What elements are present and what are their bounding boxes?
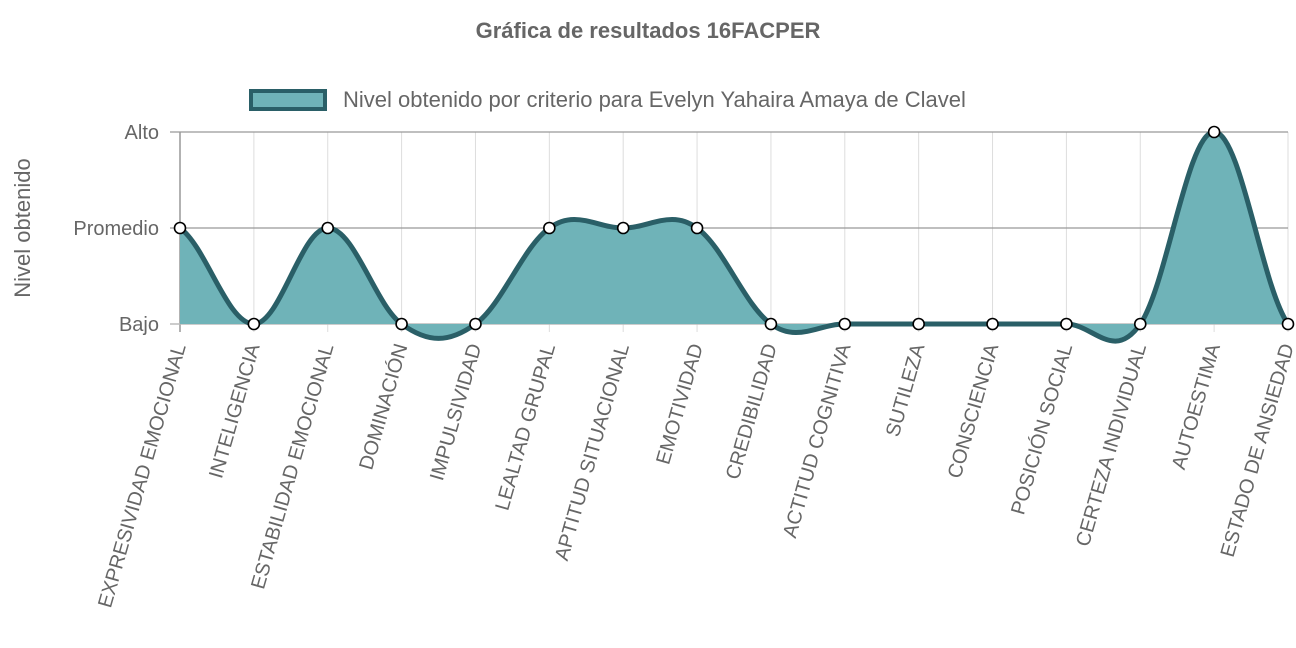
grid xyxy=(170,131,1289,332)
x-tick-label: CONSCIENCIA xyxy=(944,341,1004,481)
data-point[interactable] xyxy=(1281,317,1295,331)
data-point[interactable] xyxy=(1060,317,1073,331)
x-tick-label: LEALTAD GRUPAL xyxy=(492,341,561,513)
y-axis-label: Nivel obtenido xyxy=(10,158,35,297)
x-tick-label: EMOTIVIDAD xyxy=(652,341,707,467)
x-tick-label: APTITUD SITUACIONAL xyxy=(551,341,634,563)
series-line xyxy=(178,129,1291,344)
data-point[interactable] xyxy=(690,221,704,235)
data-point[interactable] xyxy=(616,221,630,235)
x-tick-label: EXPRESIVIDAD EMOCIONAL xyxy=(94,341,191,610)
data-points xyxy=(173,125,1295,331)
data-point[interactable] xyxy=(912,317,925,331)
data-point[interactable] xyxy=(321,221,335,235)
data-point[interactable] xyxy=(1133,317,1147,331)
x-tick-label: CREDIBILIDAD xyxy=(722,341,782,482)
data-point[interactable] xyxy=(543,221,556,235)
data-point[interactable] xyxy=(395,317,408,331)
x-tick-label: INTELIGENCIA xyxy=(205,341,265,481)
y-tick-label: Bajo xyxy=(119,314,159,336)
y-tick-label: Alto xyxy=(125,122,159,144)
data-point[interactable] xyxy=(838,317,852,331)
x-tick-label: SUTILEZA xyxy=(882,341,930,440)
x-tick-label: ESTADO DE ANSIEDAD xyxy=(1217,341,1296,559)
x-tick-label: DOMINACIÓN xyxy=(354,341,412,472)
data-point[interactable] xyxy=(1207,125,1221,139)
y-tick-labels: Bajo Promedio Alto xyxy=(73,122,159,336)
chart-title: Gráfica de resultados 16FACPER xyxy=(475,18,821,43)
x-tick-label: ESTABILIDAD EMOCIONAL xyxy=(247,341,338,591)
x-tick-label: AUTOESTIMA xyxy=(1168,341,1225,472)
legend-swatch xyxy=(249,89,327,111)
legend[interactable]: Nivel obtenido por criterio para Evelyn … xyxy=(249,85,966,115)
y-tick-label: Promedio xyxy=(73,218,159,240)
data-point[interactable] xyxy=(173,221,187,235)
x-tick-labels: EXPRESIVIDAD EMOCIONAL INTELIGENCIAESTABI… xyxy=(94,341,1296,611)
x-tick-label: IMPULSIVIDAD xyxy=(426,341,486,483)
legend-label: Nivel obtenido por criterio para Evelyn … xyxy=(343,87,966,112)
data-point[interactable] xyxy=(247,317,261,331)
x-tick-label: ACTITUD COGNITIVA xyxy=(779,341,856,541)
x-tick-label: CERTEZA INDIVIDUAL xyxy=(1072,341,1151,549)
x-tick-label: POSICIÓN SOCIAL xyxy=(1006,341,1077,517)
data-point[interactable] xyxy=(764,317,778,331)
series-area-fill xyxy=(180,132,1288,342)
data-point[interactable] xyxy=(986,317,999,331)
data-point[interactable] xyxy=(469,317,482,331)
